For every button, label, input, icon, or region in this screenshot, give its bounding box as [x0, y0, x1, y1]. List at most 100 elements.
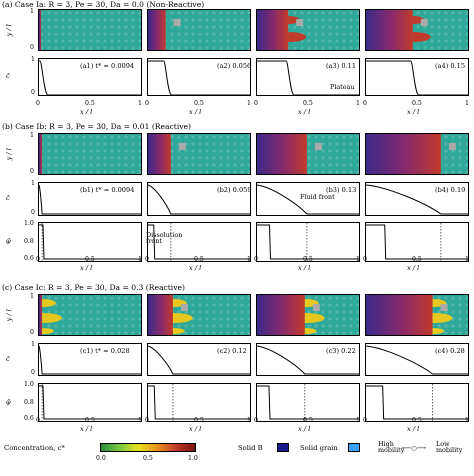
phi-plot [256, 222, 360, 262]
section-title: (c) Case Ic: R = 3, Pe = 30, Da = 0.3 (R… [2, 283, 185, 292]
c-plot [256, 58, 360, 96]
c-plot [256, 182, 360, 216]
xtick-mid: 0.5 [194, 100, 204, 107]
phi-ytick-1: 1.0 [24, 381, 34, 388]
phi-plot [38, 383, 142, 422]
x-axis-label: x / l [407, 425, 420, 433]
panel-label: (a2) 0.056 [217, 62, 252, 70]
phi-ytick-3: 0.6 [24, 255, 34, 262]
c-ytick-bottom: 0 [31, 369, 35, 376]
high-mobility-label: High mobility [378, 440, 405, 455]
xtick-0: 0 [36, 417, 40, 424]
annotation-dissolution-front: Dissolution front [146, 231, 183, 246]
xtick-mid: 0.5 [85, 100, 95, 107]
phi-ytick-3: 0.6 [24, 415, 34, 422]
phi-plot [365, 383, 469, 422]
panel-label: (c2) 0.12 [217, 347, 247, 355]
x-axis-label: x / l [80, 264, 93, 272]
xtick-0: 0 [145, 100, 149, 107]
xtick-1: 1 [247, 100, 251, 107]
xtick-1: 1 [247, 417, 251, 424]
x-axis-label: x / l [298, 264, 311, 272]
xtick-mid: 0.5 [303, 256, 313, 263]
concentration-field [365, 294, 469, 336]
xtick-mid: 0.5 [412, 256, 422, 263]
panel-label: (b2) 0.059 [217, 186, 252, 194]
section-title: (a) Case Ia: R = 3, Pe = 30, Da = 0.0 (N… [2, 0, 205, 9]
y-axis-label: y / l [4, 148, 13, 161]
phi-ytick-2: 0.8 [24, 238, 34, 245]
concentration-field [256, 9, 360, 51]
phi-plot [147, 383, 251, 422]
c-ytick-top: 1 [31, 341, 35, 348]
concentration-field [147, 133, 251, 175]
x-axis-label: x / l [80, 425, 93, 433]
concentration-field [365, 133, 469, 175]
xtick-1: 1 [465, 417, 469, 424]
c-axis-label: c̄ [6, 194, 10, 202]
xtick-0: 0 [363, 256, 367, 263]
phi-plot [38, 222, 142, 262]
panel-label: (b4) 0.19 [435, 186, 466, 194]
c-plot [38, 182, 142, 216]
section-title: (b) Case Ib: R = 3, Pe = 30, Da = 0.01 (… [2, 122, 191, 131]
concentration-field [147, 294, 251, 336]
x-axis-label: x / l [298, 108, 311, 116]
panel-label: (a3) 0.11 [326, 62, 357, 70]
ytick-bottom: 0 [30, 168, 34, 175]
x-axis-label: x / l [189, 108, 202, 116]
c-ytick-bottom: 0 [31, 89, 35, 96]
ytick-top: 1 [30, 293, 34, 300]
xtick-1: 1 [138, 256, 142, 263]
colorbar [100, 443, 196, 452]
concentration-field [256, 294, 360, 336]
panel-label: (c3) 0.22 [326, 347, 356, 355]
y-axis-label: y / l [4, 309, 13, 322]
xtick-0: 0 [363, 100, 367, 107]
colorbar-tick-2: 1.0 [188, 455, 198, 462]
concentration-legend-label: Concentration, c* [4, 444, 65, 452]
x-axis-label: x / l [407, 108, 420, 116]
c-plot [147, 58, 251, 96]
xtick-0: 0 [36, 256, 40, 263]
ytick-bottom: 0 [30, 329, 34, 336]
xtick-mid: 0.5 [412, 417, 422, 424]
ytick-top: 1 [30, 8, 34, 15]
phi-axis-label: φ̄ [6, 397, 11, 406]
x-axis-label: x / l [407, 264, 420, 272]
xtick-1: 1 [465, 256, 469, 263]
x-axis-label: x / l [189, 425, 202, 433]
c-plot [38, 58, 142, 96]
xtick-mid: 0.5 [194, 256, 204, 263]
concentration-field [365, 9, 469, 51]
c-ytick-top: 1 [31, 180, 35, 187]
c-plot [365, 343, 469, 376]
phi-ytick-2: 0.8 [24, 398, 34, 406]
annotation-fluid-front: Fluid front [300, 193, 335, 201]
xtick-0: 0 [254, 100, 258, 107]
solid-b-swatch [277, 443, 289, 452]
xtick-1: 1 [247, 256, 251, 263]
concentration-field [147, 9, 251, 51]
solid-grain-swatch [348, 443, 360, 452]
xtick-mid: 0.5 [412, 100, 422, 107]
c-plot [38, 343, 142, 376]
xtick-0: 0 [145, 256, 149, 263]
y-axis-label: y / l [4, 24, 13, 37]
xtick-1: 1 [356, 417, 360, 424]
panel-label: (b1) t* = 0.0094 [80, 186, 135, 194]
xtick-mid: 0.5 [303, 100, 313, 107]
panel-label: (c4) 0.28 [435, 347, 465, 355]
xtick-1: 1 [356, 100, 360, 107]
solid-b-label: Solid B [238, 444, 263, 452]
c-ytick-bottom: 0 [31, 209, 35, 216]
c-axis-label: c̄ [6, 354, 10, 363]
xtick-0: 0 [254, 256, 258, 263]
panel-label: (b3) 0.13 [326, 186, 357, 194]
c-ytick-top: 1 [31, 56, 35, 63]
xtick-1: 1 [465, 100, 469, 107]
c-axis-label: c̄ [6, 72, 10, 80]
concentration-field [38, 9, 142, 51]
phi-plot [365, 222, 469, 262]
concentration-field [38, 294, 142, 336]
